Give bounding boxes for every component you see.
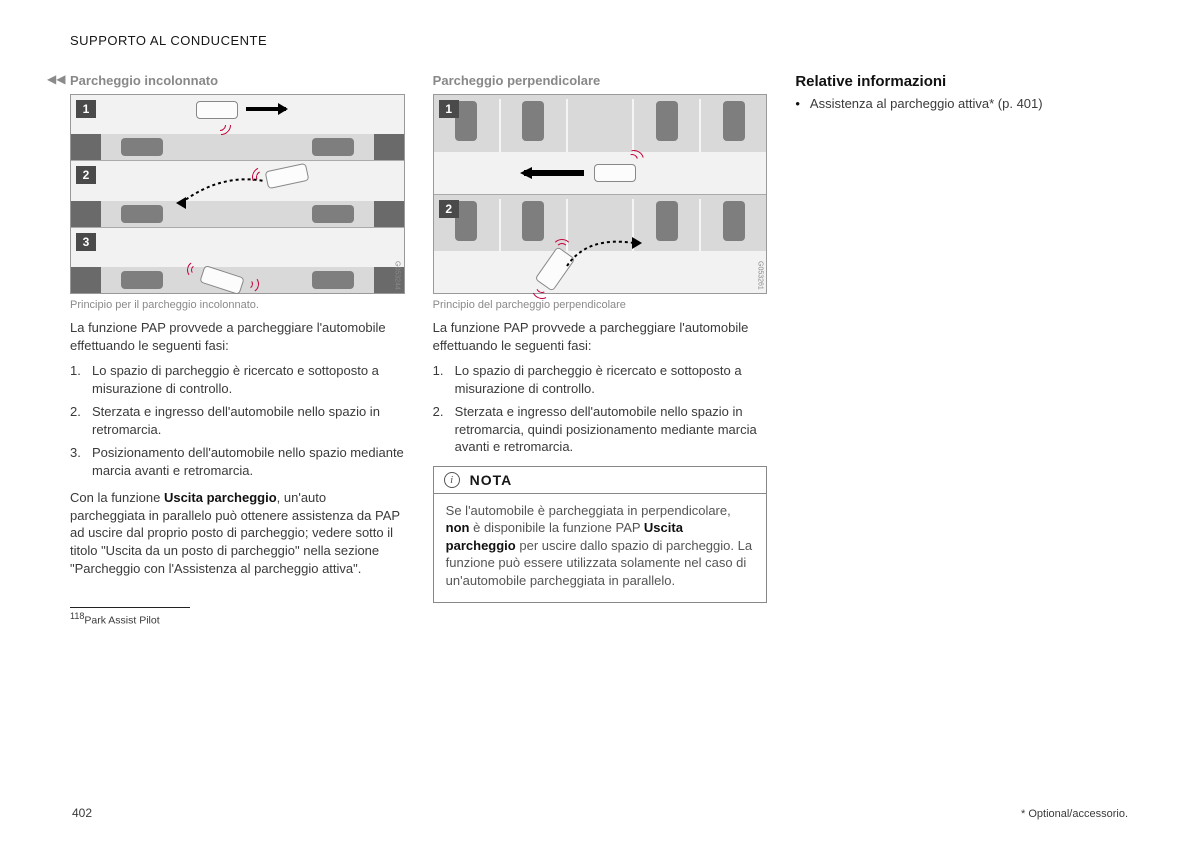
intro-text: La funzione PAP provvede a parcheggiare … [433,319,768,354]
page-number: 402 [72,806,92,820]
intro-text: La funzione PAP provvede a parcheggiare … [70,319,405,354]
column-parallel: Parcheggio incolonnato 1 2 [70,73,405,627]
related-info-heading: Relative informazioni [795,73,1130,90]
image-code: G053261 [756,261,763,290]
list-item: Lo spazio di parcheggio è ricercato e so… [70,362,405,397]
step-badge: 1 [439,100,459,118]
subhead-perpendicular: Parcheggio perpendicolare [433,73,768,88]
list-item: Posizionamento dell'automobile nello spa… [70,444,405,479]
section-header: SUPPORTO AL CONDUCENTE [70,33,1130,48]
note-header: i NOTA [434,467,767,494]
steps-list: Lo spazio di parcheggio è ricercato e so… [433,362,768,456]
content-columns: Parcheggio incolonnato 1 2 [70,73,1130,627]
note-body: Se l'automobile è parcheggiata in perpen… [434,494,767,602]
column-related-info: Relative informazioni • Assistenza al pa… [795,73,1130,627]
column-perpendicular: Parcheggio perpendicolare 1 [433,73,768,627]
continuation-marker: ◀◀ [47,72,65,86]
optional-footnote: * Optional/accessorio. [1021,808,1128,820]
image-code: G053244 [394,261,401,290]
footnote-rule [70,607,190,608]
exit-parking-paragraph: Con la funzione Uscita parcheggio, un'au… [70,489,405,577]
step-badge: 2 [439,200,459,218]
step-badge: 1 [76,100,96,118]
list-item: Lo spazio di parcheggio è ricercato e so… [433,362,768,397]
figure-caption: Principio del parcheggio perpendicolare [433,299,768,311]
steps-list: Lo spazio di parcheggio è ricercato e so… [70,362,405,479]
step-badge: 3 [76,233,96,251]
note-box: i NOTA Se l'automobile è parcheggiata in… [433,466,768,603]
related-info-item: • Assistenza al parcheggio attiva* (p. 4… [795,96,1130,111]
list-item: Sterzata e ingresso dell'automobile nell… [433,403,768,456]
info-icon: i [444,472,460,488]
list-item: Sterzata e ingresso dell'automobile nell… [70,403,405,438]
figure-caption: Principio per il parcheggio incolonnato. [70,299,405,311]
bullet-icon: • [795,96,800,111]
related-info-text: Assistenza al parcheggio attiva* (p. 401… [810,96,1043,111]
figure-perpendicular-parking: 1 2 [433,94,768,294]
footnote: 118Park Assist Pilot [70,611,405,627]
figure-parallel-parking: 1 2 [70,94,405,294]
subhead-parallel: Parcheggio incolonnato [70,73,405,88]
step-badge: 2 [76,166,96,184]
note-title: NOTA [470,472,513,488]
